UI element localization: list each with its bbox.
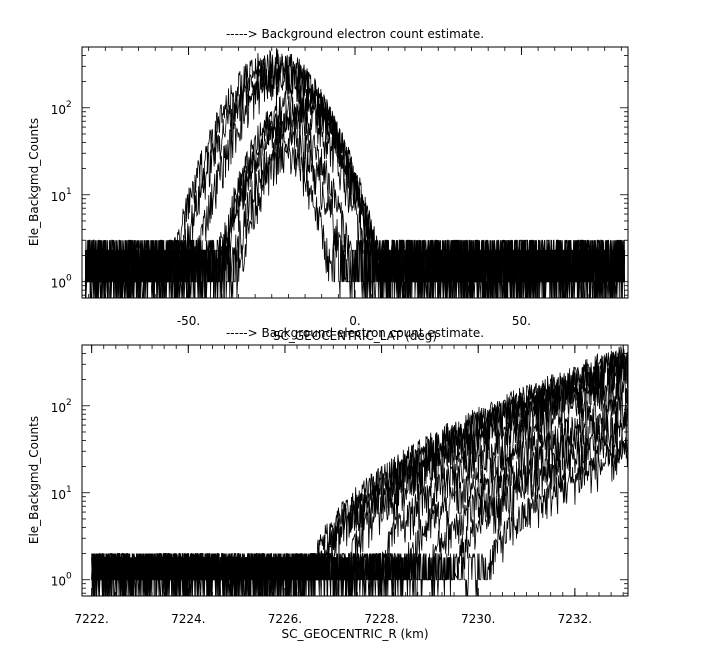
radius-panel-ticks bbox=[82, 344, 628, 596]
radius-panel-data bbox=[91, 345, 629, 597]
radius-panel-x-tick-label: 7230. bbox=[461, 612, 495, 626]
radius-panel: -----> Background electron count estimat… bbox=[27, 326, 629, 641]
lat-panel-x-tick-label: 0. bbox=[349, 314, 360, 328]
lat-panel-y-tick-label: 10 bbox=[51, 277, 66, 291]
radius-panel-ylabel: Ele_Backgmd_Counts bbox=[27, 416, 41, 544]
lat-panel-x-tick-label: -50. bbox=[177, 314, 200, 328]
lat-panel-title: -----> Background electron count estimat… bbox=[226, 27, 484, 41]
radius-panel-y-tick-exponent: 1 bbox=[66, 485, 72, 495]
lat-panel-series-7 bbox=[85, 143, 626, 299]
radius-panel-x-tick-label: 7232. bbox=[558, 612, 592, 626]
radius-panel-x-tick-label: 7228. bbox=[364, 612, 398, 626]
radius-panel-x-tick-label: 7224. bbox=[171, 612, 205, 626]
lat-panel-ticks bbox=[82, 46, 628, 298]
radius-panel-y-tick-label: 10 bbox=[51, 401, 66, 415]
radius-panel-y-tick-label: 10 bbox=[51, 488, 66, 502]
lat-panel-y-tick-exponent: 1 bbox=[66, 187, 72, 197]
radius-panel-y-tick-exponent: 2 bbox=[66, 398, 72, 408]
lat-panel: -----> Background electron count estimat… bbox=[27, 27, 629, 343]
lat-panel-y-tick-label: 10 bbox=[51, 190, 66, 204]
lat-panel-xlabel: SC_GEOCENTRIC_LAT (deg) bbox=[273, 329, 437, 343]
lat-panel-x-tick-label: 50. bbox=[512, 314, 531, 328]
lat-panel-data bbox=[84, 48, 626, 299]
radius-panel-title: -----> Background electron count estimat… bbox=[226, 326, 484, 340]
radius-panel-y-tick-label: 10 bbox=[51, 575, 66, 589]
lat-panel-y-tick-exponent: 0 bbox=[66, 274, 72, 284]
lat-panel-ylabel: Ele_Backgmd_Counts bbox=[27, 118, 41, 246]
radius-panel-y-tick-exponent: 0 bbox=[66, 572, 72, 582]
radius-panel-x-tick-label: 7222. bbox=[74, 612, 108, 626]
lat-panel-y-tick-exponent: 2 bbox=[66, 100, 72, 110]
lat-panel-y-tick-label: 10 bbox=[51, 103, 66, 117]
radius-panel-frame bbox=[81, 344, 629, 597]
radius-panel-xlabel: SC_GEOCENTRIC_R (km) bbox=[282, 627, 429, 641]
radius-panel-x-tick-label: 7226. bbox=[268, 612, 302, 626]
